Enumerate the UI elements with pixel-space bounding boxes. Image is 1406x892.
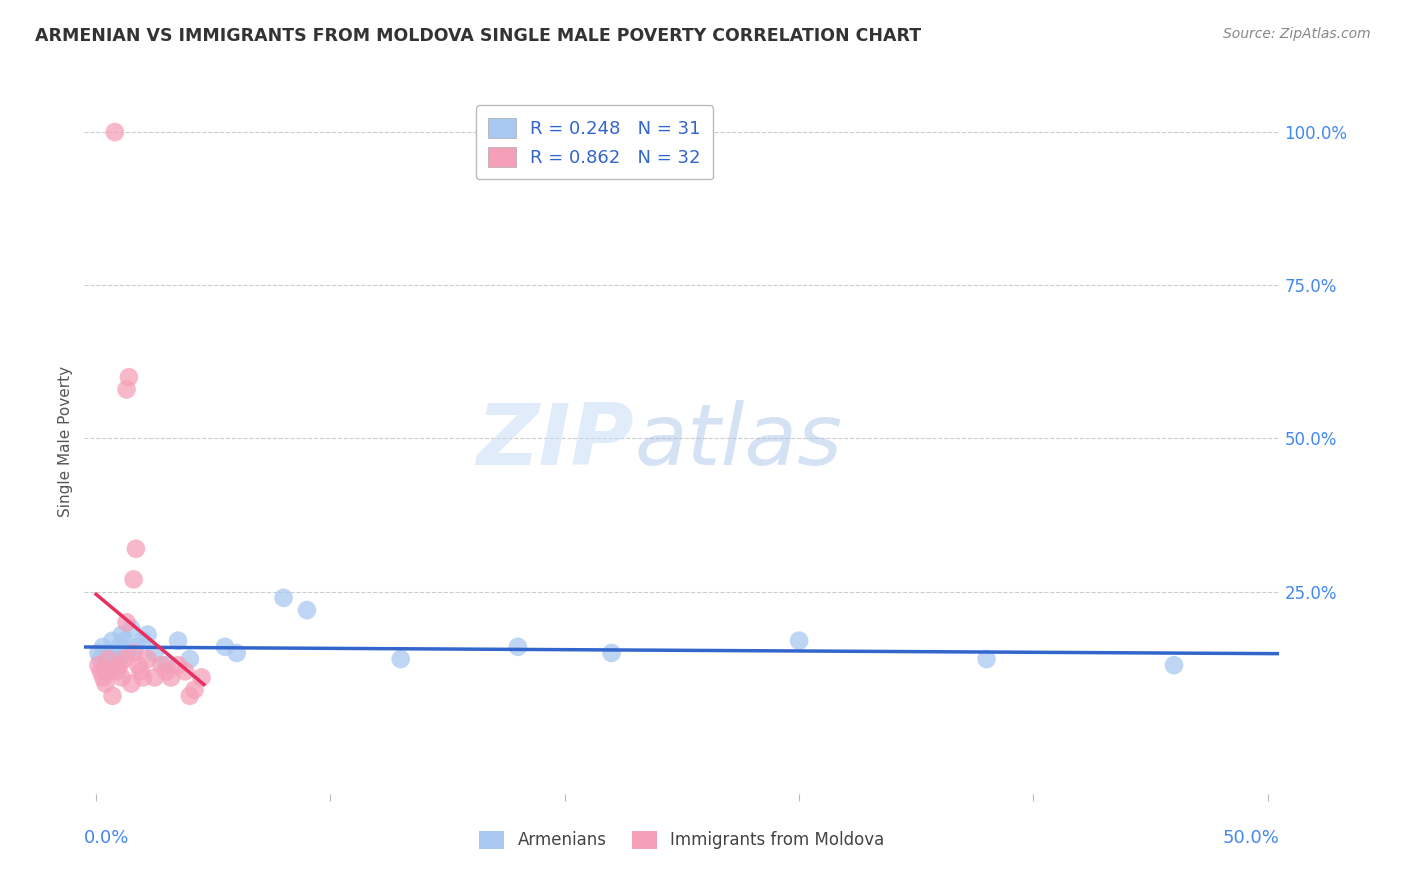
Point: [295, 603, 318, 617]
Point: [179, 652, 201, 666]
Point: [1163, 658, 1185, 673]
Point: [155, 665, 177, 679]
Point: [90, 665, 112, 679]
Text: Source: ZipAtlas.com: Source: ZipAtlas.com: [1223, 27, 1371, 41]
Point: [174, 665, 197, 679]
Point: [105, 665, 128, 679]
Point: [179, 689, 201, 703]
Point: [132, 670, 155, 684]
Point: [108, 640, 131, 654]
Y-axis label: Single Male Poverty: Single Male Poverty: [58, 366, 73, 517]
Point: [129, 665, 152, 679]
Point: [87, 658, 110, 673]
Point: [115, 615, 138, 630]
Point: [97, 658, 120, 673]
Point: [111, 670, 134, 684]
Point: [112, 633, 135, 648]
Point: [143, 646, 166, 660]
Point: [122, 646, 145, 660]
Point: [118, 370, 141, 384]
Point: [600, 646, 623, 660]
Point: [506, 640, 529, 654]
Text: ZIP: ZIP: [477, 400, 634, 483]
Point: [132, 633, 155, 648]
Point: [101, 633, 124, 648]
Point: [160, 670, 183, 684]
Point: [183, 682, 205, 697]
Point: [98, 646, 121, 660]
Point: [108, 658, 131, 673]
Text: 50.0%: 50.0%: [1223, 830, 1279, 847]
Point: [87, 646, 110, 660]
Point: [94, 676, 117, 690]
Point: [104, 125, 127, 139]
Point: [389, 652, 412, 666]
Point: [136, 627, 159, 641]
Point: [112, 652, 135, 666]
Point: [225, 646, 247, 660]
Point: [90, 652, 112, 666]
Point: [787, 633, 810, 648]
Point: [136, 652, 159, 666]
Point: [91, 670, 114, 684]
Point: [115, 646, 138, 660]
Text: atlas: atlas: [634, 400, 842, 483]
Legend: Armenians, Immigrants from Moldova: Armenians, Immigrants from Moldova: [472, 824, 891, 856]
Point: [98, 665, 121, 679]
Point: [115, 383, 138, 397]
Point: [122, 573, 145, 587]
Text: ARMENIAN VS IMMIGRANTS FROM MOLDOVA SINGLE MALE POVERTY CORRELATION CHART: ARMENIAN VS IMMIGRANTS FROM MOLDOVA SING…: [35, 27, 921, 45]
Point: [120, 676, 142, 690]
Point: [976, 652, 998, 666]
Point: [94, 665, 117, 679]
Point: [91, 640, 114, 654]
Point: [214, 640, 236, 654]
Point: [143, 670, 166, 684]
Point: [125, 640, 148, 654]
Point: [273, 591, 295, 605]
Point: [127, 658, 149, 673]
Point: [97, 652, 120, 666]
Point: [111, 627, 134, 641]
Point: [125, 541, 148, 556]
Point: [105, 658, 128, 673]
Point: [120, 622, 142, 636]
Point: [104, 652, 127, 666]
Point: [167, 633, 190, 648]
Point: [101, 689, 124, 703]
Point: [150, 658, 173, 673]
Text: 0.0%: 0.0%: [84, 830, 129, 847]
Point: [167, 658, 190, 673]
Point: [155, 658, 177, 673]
Point: [190, 670, 212, 684]
